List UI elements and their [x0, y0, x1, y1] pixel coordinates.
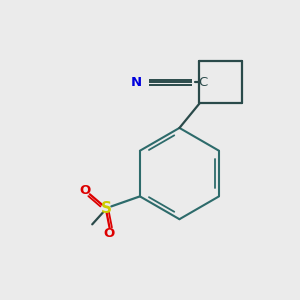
Text: C: C — [198, 76, 207, 89]
Text: O: O — [103, 227, 115, 240]
Text: N: N — [131, 76, 142, 89]
Text: O: O — [80, 184, 91, 197]
Text: S: S — [100, 201, 112, 216]
